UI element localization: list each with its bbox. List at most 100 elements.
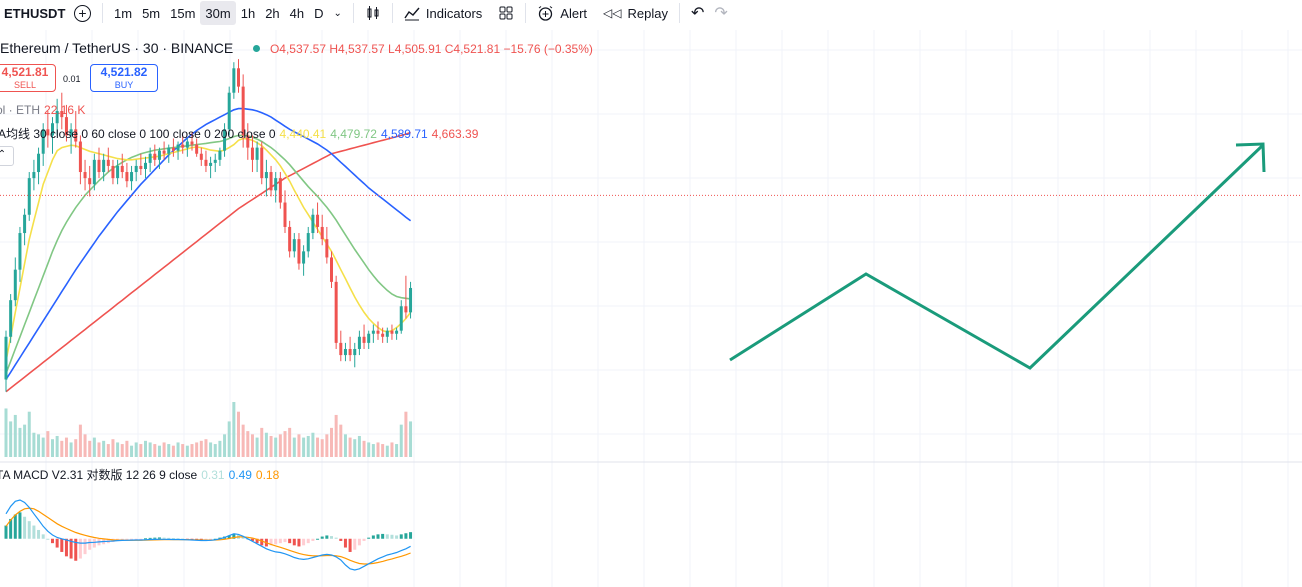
candle-body (395, 330, 399, 334)
buy-price: 4,521.82 (100, 65, 148, 79)
macd-histogram-bar (78, 538, 82, 559)
candle-body (209, 162, 213, 166)
macd-histogram-bar (353, 538, 357, 550)
macd-legend[interactable]: TA MACD V2.31 对数版 12 26 9 close 0.31 0.49 0… (0, 466, 279, 483)
undo-button[interactable]: ↶ (686, 1, 709, 25)
collapse-legend-button[interactable]: ⌃ (0, 146, 14, 166)
timeframe-30m[interactable]: 30m (200, 1, 236, 25)
volume-bar (404, 411, 408, 457)
macd-histogram-bar (339, 538, 343, 541)
toolbar-separator (678, 3, 680, 23)
candle-body (311, 214, 315, 234)
projection-drawing[interactable] (729, 144, 1264, 370)
candle-body (9, 300, 13, 337)
volume-bar (311, 432, 315, 457)
replay-label: Replay (627, 5, 668, 21)
macd-histogram-bar (395, 535, 399, 539)
volume-bar (255, 437, 259, 457)
volume-bar (283, 431, 287, 457)
volume-bar (232, 402, 236, 457)
volume-bar (325, 434, 329, 457)
market-open-dot (253, 45, 261, 53)
candle-body (111, 165, 115, 179)
buy-button[interactable]: 4,521.82 BUY (90, 64, 158, 92)
candle-body (167, 147, 171, 154)
macd-histogram-bar (144, 538, 147, 540)
ma-legend[interactable]: A均线 30 close 0 60 close 0 100 close 0 20… (0, 125, 478, 142)
candle-body (46, 129, 50, 136)
candle-body (41, 129, 45, 154)
candle-body (88, 178, 92, 185)
candle-body (381, 333, 385, 337)
volume-bar (199, 440, 203, 457)
timeframe-4h[interactable]: 4h (289, 5, 305, 21)
alert-button[interactable]: Alert (532, 1, 592, 25)
indicators-button[interactable]: Indicators (399, 1, 487, 25)
volume-bar (97, 442, 101, 457)
candle-body (278, 178, 282, 203)
candle-body (204, 159, 208, 166)
timeframe-1m[interactable]: 1m (114, 5, 133, 21)
symbol-legend: Ethereum / TetherUS · 30 · BINANCE O4,53… (0, 40, 593, 56)
macd-histogram-bar (330, 536, 333, 539)
volume-bar (213, 444, 217, 457)
timeframe-2h[interactable]: 2h (265, 5, 280, 21)
volume-bar (339, 424, 343, 457)
redo-button[interactable]: ↷ (709, 1, 732, 25)
macd-histogram-bar (390, 534, 394, 539)
volume-bar (190, 444, 194, 457)
macd-histogram-bar (139, 538, 143, 540)
volume-bar (334, 414, 338, 457)
macd-histogram-bar (357, 538, 361, 546)
candle-body (144, 162, 147, 169)
candle-body (4, 336, 8, 380)
arrow-head[interactable] (1235, 142, 1266, 173)
macd-histogram-bar (167, 537, 171, 539)
volume-bar (288, 427, 292, 457)
macd-histogram-bar (9, 518, 13, 539)
volume-bar (385, 445, 389, 457)
volume-bar (4, 408, 8, 457)
replay-button[interactable]: ◁◁ Replay (598, 1, 673, 25)
candle-body (13, 269, 17, 301)
candle-body (64, 117, 68, 136)
timeframe-1h[interactable]: 1h (240, 5, 256, 21)
candle-body (227, 92, 231, 130)
symbol-search[interactable]: ETHUSDT (4, 5, 66, 21)
volume-bar (357, 435, 361, 457)
compare-symbol-button[interactable]: + (69, 1, 96, 25)
volume-bar (74, 439, 78, 457)
volume-bar (78, 424, 82, 457)
volume-bar (269, 435, 273, 457)
macd-histogram-bar (227, 535, 231, 539)
chart-type-button[interactable] (360, 1, 386, 25)
volume-bar (237, 411, 240, 457)
candle-body (404, 306, 408, 313)
candle-body (157, 150, 161, 160)
volume-bar (37, 434, 41, 457)
candle-body (176, 144, 180, 151)
candle-body (274, 178, 278, 191)
candle-body (376, 330, 380, 334)
timeframe-15m[interactable]: 15m (170, 5, 196, 21)
volume-bar (362, 440, 366, 457)
macd-histogram-bar (130, 538, 134, 540)
candle-body (74, 129, 78, 142)
ohlc-values: O4,537.57 H4,537.57 L4,505.91 C4,521.81 … (269, 42, 593, 56)
symbol-title[interactable]: Ethereum / TetherUS · 30 · BINANCE (0, 40, 234, 56)
volume-value: 22.16 K (44, 103, 86, 117)
sell-button[interactable]: 4,521.81 SELL (0, 64, 56, 92)
timeframe-5m[interactable]: 5m (142, 5, 161, 21)
layouts-button[interactable] (493, 1, 519, 25)
macd-histogram-bar (274, 538, 278, 545)
timeframe-d[interactable]: D (314, 5, 324, 21)
volume-bar (278, 434, 282, 457)
candle-body (55, 111, 59, 124)
volume-legend[interactable]: ol · ETH 22.16 K (0, 103, 85, 117)
macd-histogram-bar (162, 537, 166, 539)
price-chart[interactable] (0, 30, 1302, 587)
candle-body (260, 147, 264, 179)
timeframe-dropdown[interactable]: ⌄ (329, 1, 347, 25)
volume-bar (32, 432, 36, 457)
volume-bars (4, 402, 413, 457)
